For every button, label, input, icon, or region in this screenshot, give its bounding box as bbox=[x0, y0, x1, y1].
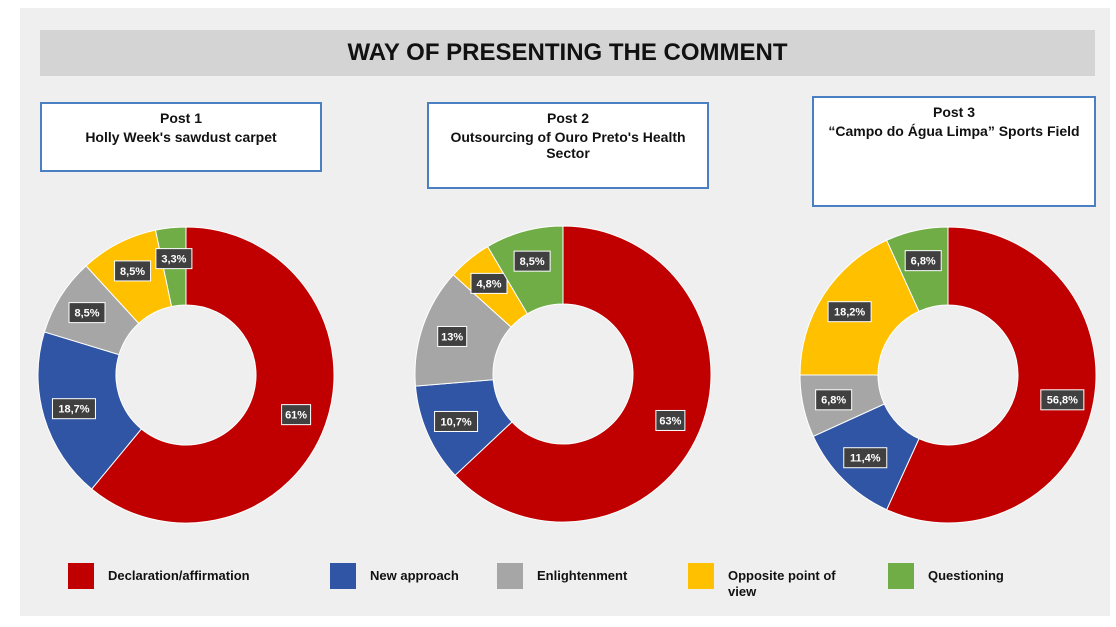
value-label-bg bbox=[281, 404, 312, 426]
legend-label: Enlightenment bbox=[537, 568, 628, 583]
value-label-bg bbox=[815, 389, 853, 411]
legend-label: Declaration/affirmation bbox=[108, 568, 250, 583]
value-label-bg bbox=[904, 250, 942, 272]
value-label-bg bbox=[51, 398, 96, 420]
legend-item: Questioning bbox=[888, 563, 1004, 589]
legend-swatch bbox=[497, 563, 523, 589]
chart-title: WAY OF PRESENTING THE COMMENT bbox=[40, 30, 1095, 76]
post-subtitle: Outsourcing of Ouro Preto's Health Secto… bbox=[450, 129, 686, 161]
value-label-bg bbox=[843, 447, 888, 469]
post-subtitle: Holly Week's sawdust carpet bbox=[85, 129, 277, 145]
legend-item: Enlightenment bbox=[497, 563, 627, 589]
legend-label: Opposite point of view bbox=[728, 568, 836, 599]
post-box: Post 3 “Campo do Água Limpa” Sports Field bbox=[812, 96, 1096, 207]
value-label: 63% bbox=[659, 415, 681, 427]
value-label-bg bbox=[470, 272, 508, 294]
value-label: 10,7% bbox=[440, 416, 471, 428]
legend-swatch bbox=[888, 563, 914, 589]
value-label-bg bbox=[827, 301, 872, 323]
post-box: Post 2 Outsourcing of Ouro Preto's Health… bbox=[427, 102, 709, 189]
value-label: 6,8% bbox=[821, 395, 846, 407]
post-title: Post 3 bbox=[932, 104, 975, 120]
value-label: 11,4% bbox=[850, 453, 881, 465]
legend-label: Questioning bbox=[928, 568, 1004, 583]
post-subtitle: “Campo do Água Limpa” Sports Field bbox=[828, 123, 1080, 139]
value-label: 8,5% bbox=[120, 266, 145, 278]
value-label-bg bbox=[513, 250, 551, 272]
value-label-bg bbox=[1040, 389, 1085, 411]
value-label: 18,2% bbox=[834, 307, 865, 319]
value-label: 56,8% bbox=[1047, 395, 1078, 407]
value-label: 8,5% bbox=[520, 256, 545, 268]
value-label-bg bbox=[655, 409, 686, 431]
value-label-bg bbox=[114, 260, 152, 282]
donut-segment bbox=[454, 225, 712, 523]
post-box: Post 1 Holly Week's sawdust carpet bbox=[40, 102, 322, 172]
legend-swatch bbox=[688, 563, 714, 589]
value-label-bg bbox=[155, 248, 193, 270]
post-title: Post 1 bbox=[159, 110, 202, 126]
value-label: 8,5% bbox=[74, 308, 99, 320]
value-label-bg bbox=[437, 325, 468, 347]
donut-segment bbox=[90, 226, 335, 524]
legend-item: Declaration/affirmation bbox=[68, 563, 250, 589]
value-label: 13% bbox=[441, 331, 463, 343]
value-label-bg bbox=[434, 410, 479, 432]
value-label: 18,7% bbox=[58, 404, 89, 416]
legend-item: New approach bbox=[330, 563, 459, 589]
value-label: 6,8% bbox=[911, 256, 936, 268]
value-label: 61% bbox=[285, 410, 307, 422]
legend-swatch bbox=[68, 563, 94, 589]
value-label: 3,3% bbox=[161, 254, 186, 266]
legend-label: New approach bbox=[370, 568, 459, 583]
post-title: Post 2 bbox=[546, 110, 589, 126]
donut-segment bbox=[886, 226, 1097, 524]
value-label-bg bbox=[68, 302, 106, 324]
legend-item: Opposite point of view bbox=[688, 563, 838, 600]
value-label: 4,8% bbox=[476, 278, 501, 290]
legend-swatch bbox=[330, 563, 356, 589]
